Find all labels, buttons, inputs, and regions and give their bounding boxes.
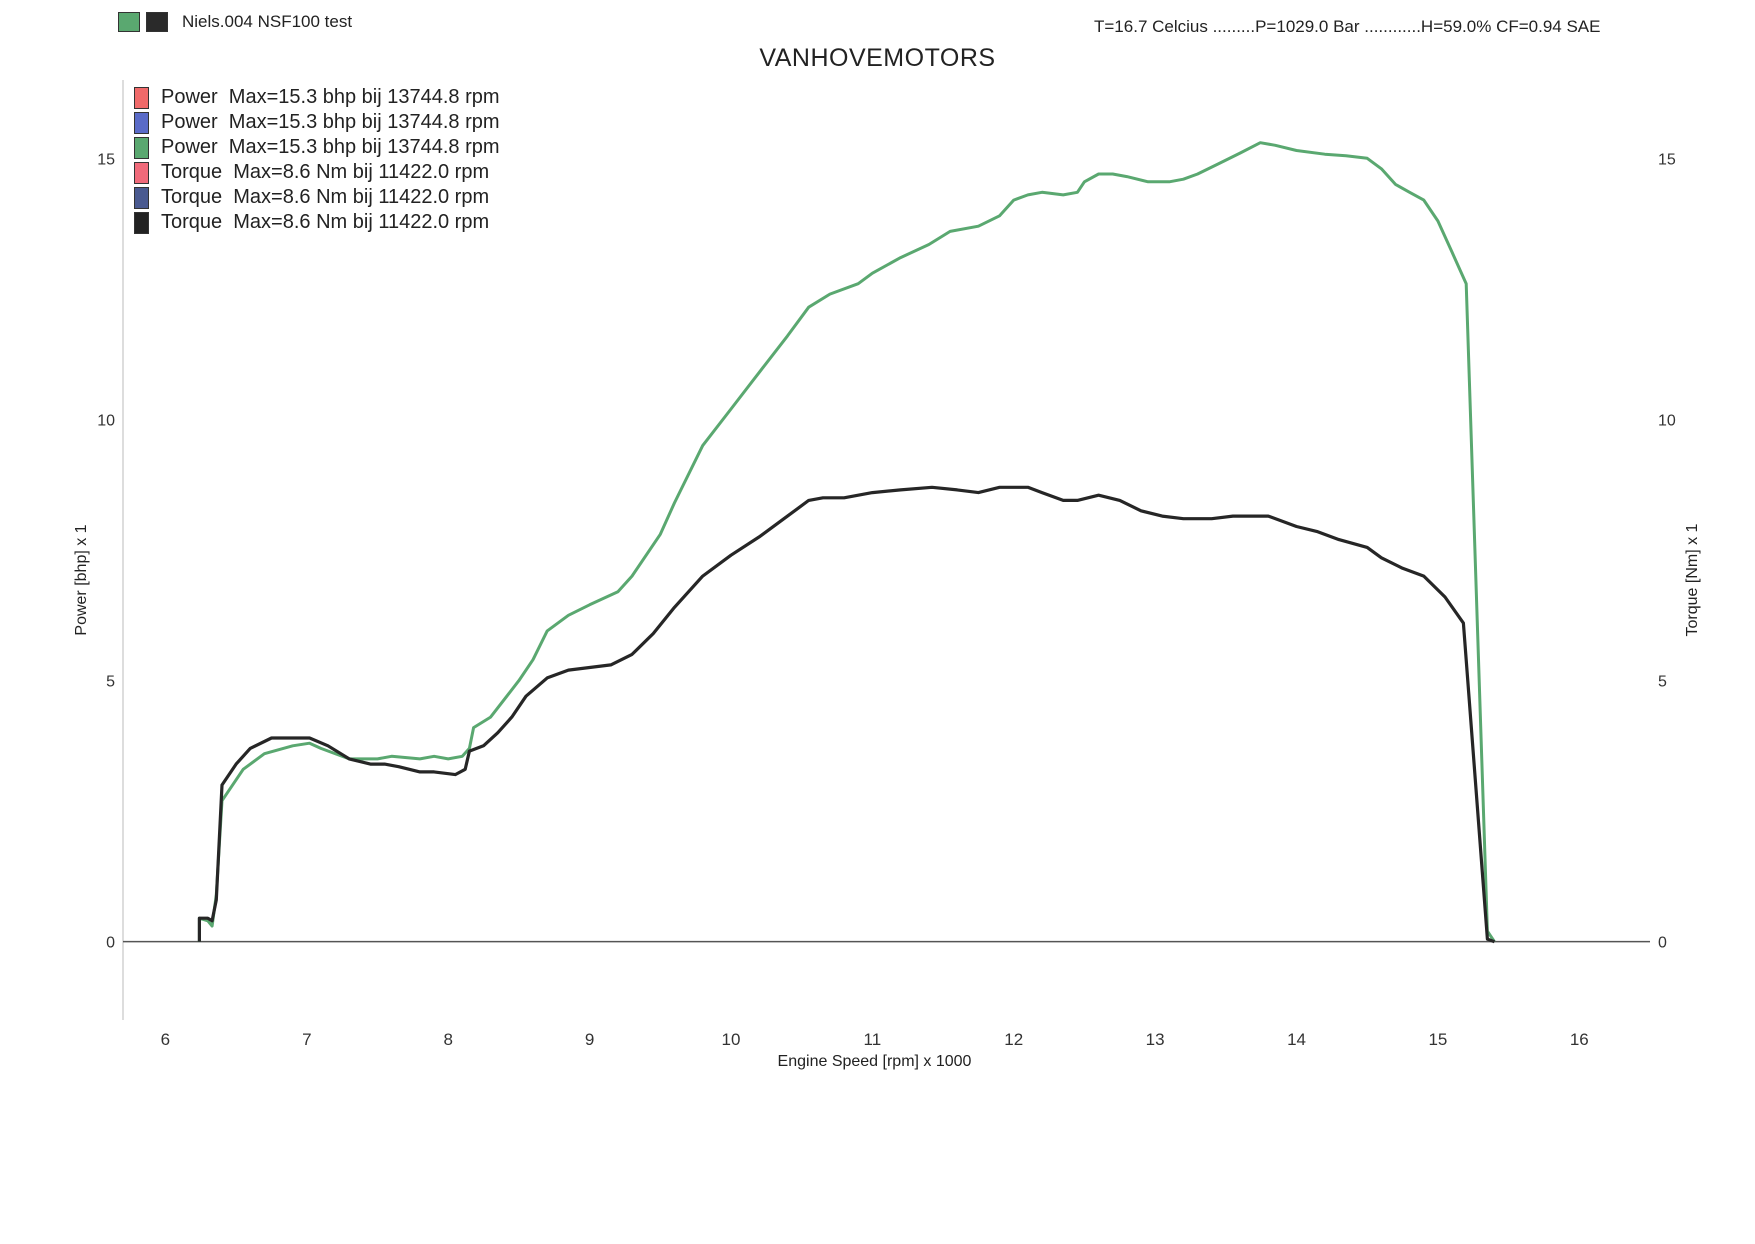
legend-item: Torque Max=8.6 Nm bij 11422.0 rpm [134, 160, 500, 185]
legend-swatch [134, 86, 149, 109]
x-tick-label: 14 [1287, 1030, 1306, 1049]
legend-item: Power Max=15.3 bhp bij 13744.8 rpm [134, 85, 500, 110]
x-axis-label: Engine Speed [rpm] x 1000 [778, 1053, 972, 1070]
x-tick-label: 13 [1146, 1030, 1165, 1049]
legend-label: Power Max=15.3 bhp bij 13744.8 rpm [161, 136, 500, 158]
x-tick-label: 7 [302, 1030, 311, 1049]
legend: Power Max=15.3 bhp bij 13744.8 rpm Power… [134, 85, 500, 235]
y2-tick-label: 5 [1658, 674, 1667, 691]
legend-label: Torque Max=8.6 Nm bij 11422.0 rpm [161, 161, 490, 183]
legend-label: Power Max=15.3 bhp bij 13744.8 rpm [161, 86, 500, 108]
x-tick-label: 8 [443, 1030, 452, 1049]
y-tick-label: 5 [106, 674, 115, 691]
x-tick-label: 11 [864, 1030, 882, 1049]
y-tick-label: 10 [97, 412, 115, 429]
legend-item: Torque Max=8.6 Nm bij 11422.0 rpm [134, 185, 500, 210]
x-tick-label: 10 [722, 1030, 741, 1049]
y-tick-label: 15 [97, 151, 115, 168]
legend-item: Power Max=15.3 bhp bij 13744.8 rpm [134, 110, 500, 135]
y2-tick-label: 10 [1658, 412, 1676, 429]
legend-swatch [134, 136, 149, 159]
x-tick-label: 15 [1428, 1030, 1447, 1049]
file-name: Niels.004 NSF100 test [182, 12, 353, 31]
legend-swatch [134, 211, 149, 234]
legend-item: Power Max=15.3 bhp bij 13744.8 rpm [134, 135, 500, 160]
file-swatch-torque [146, 12, 168, 32]
y-tick-label: 0 [106, 935, 115, 952]
legend-swatch [134, 161, 149, 184]
legend-label: Torque Max=8.6 Nm bij 11422.0 rpm [161, 186, 490, 208]
x-tick-label: 9 [585, 1030, 594, 1049]
y2-tick-label: 0 [1658, 935, 1667, 952]
series-line-torque [197, 485, 1496, 944]
legend-label: Power Max=15.3 bhp bij 13744.8 rpm [161, 111, 500, 133]
series-line-power [197, 141, 1496, 943]
y-axis-label-left: Power [bhp] x 1 [73, 524, 90, 635]
x-tick-label: 6 [161, 1030, 170, 1049]
file-label-row: Niels.004 NSF100 test [118, 12, 352, 32]
x-tick-label: 16 [1570, 1030, 1589, 1049]
chart-title: VANHOVEMOTORS [759, 44, 996, 72]
x-tick-label: 12 [1004, 1030, 1023, 1049]
legend-item: Torque Max=8.6 Nm bij 11422.0 rpm [134, 210, 500, 235]
y2-tick-label: 15 [1658, 151, 1676, 168]
legend-swatch [134, 186, 149, 209]
legend-swatch [134, 111, 149, 134]
legend-label: Torque Max=8.6 Nm bij 11422.0 rpm [161, 211, 490, 233]
y-axis-label-right: Torque [Nm] x 1 [1684, 523, 1701, 636]
test-conditions: T=16.7 Celcius .........P=1029.0 Bar ...… [1094, 17, 1601, 36]
file-swatch-power [118, 12, 140, 32]
